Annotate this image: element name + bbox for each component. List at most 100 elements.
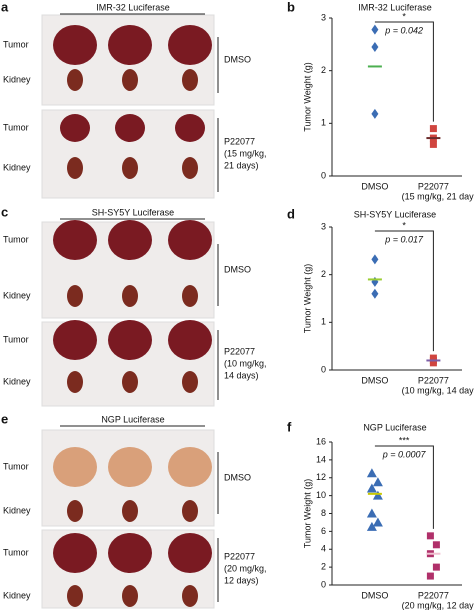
x-tick-label: DMSO	[361, 375, 388, 385]
y-tick-label: 0	[321, 170, 326, 180]
sig-bracket	[374, 230, 434, 352]
panel-letter: e	[1, 411, 8, 426]
point	[371, 254, 379, 265]
significance: *	[402, 11, 406, 21]
tumor	[53, 447, 97, 487]
kidney	[67, 585, 83, 607]
kidney	[67, 157, 83, 179]
y-tick-label: 2	[321, 65, 326, 75]
tumor	[168, 320, 212, 360]
y-tick-label: 6	[321, 526, 326, 536]
row-label: Tumor	[3, 122, 29, 132]
panel-letter: a	[1, 0, 9, 14]
treatment-label: P22077	[224, 551, 255, 561]
row-label: Kidney	[3, 590, 31, 600]
x-tick-note: (15 mg/kg, 21 days)	[402, 191, 474, 201]
y-tick-label: 0	[321, 364, 326, 374]
kidney	[67, 500, 83, 522]
tumor	[108, 320, 152, 360]
tumor	[168, 220, 212, 260]
y-tick-label: 2	[321, 269, 326, 279]
treatment-label: (20 mg/kg,	[224, 563, 267, 573]
x-tick-label: P22077	[418, 375, 449, 385]
row-label: Tumor	[3, 39, 29, 49]
x-tick-label: DMSO	[361, 590, 388, 600]
sig-bracket	[374, 445, 434, 529]
treatment-label: 21 days)	[224, 160, 259, 170]
p-value: p = 0.0007	[382, 449, 427, 459]
y-tick-label: 16	[316, 436, 326, 446]
y-tick-label: 2	[321, 562, 326, 572]
point	[371, 24, 379, 35]
significance: ***	[399, 435, 410, 445]
tumor	[53, 533, 97, 573]
row-label: Kidney	[3, 376, 31, 386]
point	[366, 521, 377, 531]
panel-title: SH-SY5Y Luciferase	[92, 207, 174, 217]
kidney	[67, 69, 83, 91]
point	[426, 532, 434, 540]
point	[372, 517, 383, 527]
panel-letter: c	[1, 204, 8, 219]
treatment-label: DMSO	[224, 264, 251, 274]
kidney	[182, 157, 198, 179]
significance: *	[402, 220, 406, 230]
tumor	[168, 25, 212, 65]
point	[432, 541, 440, 549]
kidney	[122, 500, 138, 522]
treatment-label: (10 mg/kg,	[224, 358, 267, 368]
kidney	[182, 585, 198, 607]
chart-title: IMR-32 Luciferase	[358, 2, 432, 12]
point	[371, 108, 379, 119]
treatment-label: 12 days)	[224, 575, 259, 585]
kidney	[67, 285, 83, 307]
y-axis-label: Tumor Weight (g)	[302, 479, 312, 549]
point	[429, 140, 437, 148]
y-tick-label: 12	[316, 472, 326, 482]
y-tick-label: 1	[321, 118, 326, 128]
panel-title: NGP Luciferase	[101, 414, 164, 424]
x-tick-note: (10 mg/kg, 14 days)	[402, 385, 474, 395]
row-label: Kidney	[3, 290, 31, 300]
y-axis-label: Tumor Weight (g)	[302, 264, 312, 334]
treatment-label: P22077	[224, 346, 255, 356]
point	[432, 563, 440, 571]
p-value: p = 0.017	[384, 234, 424, 244]
tumor	[108, 25, 152, 65]
y-axis-label: Tumor Weight (g)	[302, 62, 312, 132]
point	[371, 288, 379, 299]
row-label: Kidney	[3, 162, 31, 172]
kidney	[182, 500, 198, 522]
tumor	[53, 220, 97, 260]
chart-title: NGP Luciferase	[363, 422, 426, 432]
sig-bracket	[374, 21, 434, 122]
y-tick-label: 3	[321, 12, 326, 22]
point	[366, 483, 377, 493]
point	[371, 276, 379, 287]
kidney	[182, 371, 198, 393]
y-tick-label: 10	[316, 490, 326, 500]
point	[429, 359, 437, 367]
treatment-label: DMSO	[224, 54, 251, 64]
point	[371, 41, 379, 52]
tumor	[60, 114, 90, 142]
kidney	[122, 371, 138, 393]
row-label: Kidney	[3, 74, 31, 84]
tumor	[108, 220, 152, 260]
row-label: Kidney	[3, 505, 31, 515]
point	[429, 125, 437, 133]
treatment-label: (15 mg/kg,	[224, 148, 267, 158]
row-label: Tumor	[3, 547, 29, 557]
y-tick-label: 14	[316, 454, 326, 464]
tumor	[108, 533, 152, 573]
x-tick-note: (20 mg/kg, 12 days)	[402, 600, 474, 610]
treatment-label: P22077	[224, 136, 255, 146]
y-tick-label: 1	[321, 317, 326, 327]
tumor	[175, 114, 205, 142]
tumor	[168, 533, 212, 573]
p-value: p = 0.042	[384, 25, 423, 35]
row-label: Tumor	[3, 234, 29, 244]
row-label: Tumor	[3, 461, 29, 471]
point	[426, 572, 434, 580]
